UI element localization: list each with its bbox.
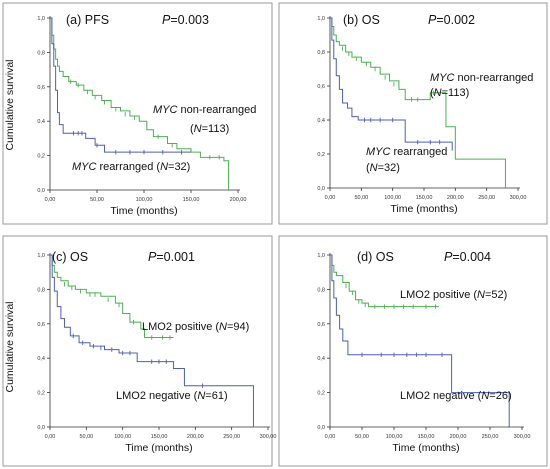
y-tick-label: 1,0 <box>317 253 325 259</box>
y-tick-label: 0,8 <box>317 50 325 56</box>
x-tick-label: 100,00 <box>384 195 401 201</box>
p-value-label: P=0.002 <box>428 13 475 27</box>
x-axis-label: Time (months) <box>392 442 459 454</box>
y-tick-label: 0,0 <box>37 425 45 431</box>
y-tick-label: 0,2 <box>317 152 325 158</box>
x-tick-label: 50,00 <box>355 434 369 440</box>
panel-title: (a) PFS <box>66 13 109 27</box>
x-tick-label: 250,00 <box>482 434 499 440</box>
y-tick-label: 0,2 <box>37 391 45 397</box>
x-axis-label: Time (months) <box>110 205 177 217</box>
y-tick-label: 0,4 <box>37 356 45 362</box>
panel-title: (b) OS <box>343 13 380 27</box>
y-tick-label: 0,0 <box>317 425 325 431</box>
y-tick-label: 0,2 <box>317 391 325 397</box>
survival-curve-group-b <box>50 254 254 427</box>
survival-curve-group-a <box>50 17 230 190</box>
y-tick-label: 0,8 <box>317 287 325 293</box>
y-tick-label: 0,8 <box>37 50 45 56</box>
x-tick-label: 300,00 <box>514 434 531 440</box>
series-n-label: (N=113) <box>190 123 229 135</box>
x-tick-label: 150,00 <box>418 434 435 440</box>
x-tick-label: 300,00 <box>510 195 527 201</box>
series-label: MYC non-rearranged <box>153 104 256 116</box>
y-tick-label: 0,6 <box>37 322 45 328</box>
panel-title: (d) OS <box>357 250 394 264</box>
x-tick-label: 250,00 <box>478 195 495 201</box>
x-tick-label: 150,00 <box>183 197 200 203</box>
series-label: MYC non-rearranged <box>430 72 533 84</box>
survival-curve-group-a <box>330 17 506 188</box>
x-tick-label: 0,00 <box>325 195 336 201</box>
x-tick-label: 200,00 <box>447 195 464 201</box>
y-tick-label: 1,0 <box>37 253 45 259</box>
survival-curve-group-a <box>50 254 174 339</box>
panel-title: (c) OS <box>52 250 88 264</box>
series-label: LMO2 negative (N=61) <box>116 390 228 402</box>
y-tick-label: 0,4 <box>317 118 325 124</box>
p-value-label: P=0.003 <box>162 13 209 27</box>
x-tick-label: 150,00 <box>416 195 433 201</box>
survival-curve-group-a <box>330 254 439 308</box>
x-tick-label: 200,00 <box>450 434 467 440</box>
x-tick-label: 100,00 <box>386 434 403 440</box>
panel-frame <box>278 2 548 225</box>
y-tick-label: 1,0 <box>37 16 45 22</box>
y-tick-label: 0,4 <box>317 356 325 362</box>
series-n-label: (N=32) <box>366 162 400 174</box>
series-label: MYC rearranged (N=32) <box>72 161 190 173</box>
panel-4: 0,0 0,2 0,4 0,6 0,8 1,0 0,00 50,00 100,00 150,00 2… <box>278 235 548 467</box>
series-label: LMO2 positive (N=52) <box>400 289 507 301</box>
survival-curve-group-b <box>50 17 191 153</box>
x-axis-label: Time (months) <box>125 442 192 454</box>
x-tick-label: 200,00 <box>187 434 204 440</box>
series-label: LMO2 positive (N=94) <box>142 321 249 333</box>
x-tick-label: 0,00 <box>45 434 56 440</box>
panel-1: 0,0 0,2 0,4 0,6 0,8 1,0 0,00 50,00 100,00 150,00 2… <box>2 2 273 225</box>
x-tick-label: 50,00 <box>354 195 368 201</box>
panel-frame <box>2 235 273 467</box>
series-label: LMO2 negative (N=26) <box>400 390 512 402</box>
x-tick-label: 50,00 <box>90 197 104 203</box>
p-value-label: P=0.001 <box>148 250 195 264</box>
y-tick-label: 1,0 <box>317 16 325 22</box>
p-value-label: P=0.004 <box>444 250 491 264</box>
y-tick-label: 0,4 <box>37 119 45 125</box>
x-tick-label: 50,00 <box>79 434 93 440</box>
y-tick-label: 0,8 <box>37 287 45 293</box>
panel-frame <box>2 2 273 225</box>
y-tick-label: 0,0 <box>37 188 45 194</box>
x-tick-label: 100,00 <box>136 197 153 203</box>
x-tick-label: 100,00 <box>114 434 131 440</box>
x-tick-label: 0,00 <box>45 197 56 203</box>
x-tick-label: 250,00 <box>223 434 240 440</box>
x-axis-label: Time (months) <box>390 203 457 215</box>
x-tick-label: 300,00 <box>260 434 277 440</box>
y-tick-label: 0,2 <box>37 154 45 160</box>
survival-curve-group-b <box>330 17 453 151</box>
y-tick-label: 0,6 <box>317 84 325 90</box>
survival-curve-group-b <box>330 254 510 427</box>
series-label: MYC rearranged <box>366 146 447 158</box>
panel-2: 0,0 0,2 0,4 0,6 0,8 1,0 0,00 50,00 100,00 150,00 2… <box>278 2 548 225</box>
x-tick-label: 0,00 <box>325 434 336 440</box>
x-tick-label: 150,00 <box>151 434 168 440</box>
y-tick-label: 0,6 <box>37 85 45 91</box>
panel-frame <box>278 235 548 467</box>
panel-3: 0,0 0,2 0,4 0,6 0,8 1,0 0,00 50,00 100,00 150,00 2… <box>2 235 277 467</box>
x-tick-label: 200,00 <box>230 197 247 203</box>
y-tick-label: 0,6 <box>317 322 325 328</box>
y-tick-label: 0,0 <box>317 186 325 192</box>
y-axis-label: Cumulative survival <box>4 59 16 150</box>
series-n-label: (N=113) <box>430 87 469 99</box>
y-axis-label: Cumulative survival <box>4 301 16 392</box>
